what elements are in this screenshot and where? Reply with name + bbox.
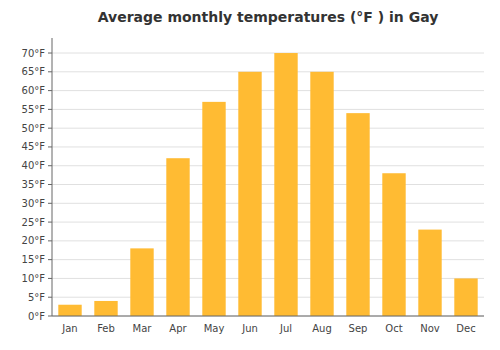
category-label: Sep — [349, 323, 368, 334]
category-label: May — [204, 323, 225, 334]
bar — [94, 301, 117, 316]
category-label: Oct — [385, 323, 402, 334]
tick-mark — [48, 53, 52, 54]
tick-mark — [48, 165, 52, 166]
grid-line — [52, 128, 484, 129]
category-label: Feb — [97, 323, 115, 334]
grid-line — [52, 90, 484, 91]
y-axis-line — [52, 38, 53, 316]
category-label: Dec — [456, 323, 475, 334]
grid-line — [52, 316, 484, 317]
grid-line — [52, 203, 484, 204]
bar — [346, 113, 369, 316]
tick-label: 45°F — [22, 141, 46, 152]
tick-label: 70°F — [22, 48, 46, 59]
bar — [58, 305, 81, 316]
category-label: Nov — [420, 323, 440, 334]
grid-line — [52, 165, 484, 166]
bar — [202, 102, 225, 316]
tick-label: 10°F — [22, 273, 46, 284]
bar — [310, 72, 333, 316]
tick-label: 15°F — [22, 254, 46, 265]
tick-label: 40°F — [22, 160, 46, 171]
category-label: Jan — [61, 323, 77, 334]
tick-label: 25°F — [22, 217, 46, 228]
tick-mark — [48, 222, 52, 223]
grid-line — [52, 146, 484, 147]
tick-mark — [48, 316, 52, 317]
grid-line — [52, 53, 484, 54]
x-axis-line — [52, 316, 484, 317]
tick-mark — [48, 259, 52, 260]
bar — [274, 53, 297, 316]
tick-label: 50°F — [22, 123, 46, 134]
tick-label: 5°F — [28, 292, 45, 303]
grid-line — [52, 109, 484, 110]
chart-holder: Average monthly temperatures (°F ) in Ga… — [0, 0, 500, 350]
grid-line — [52, 222, 484, 223]
bar — [166, 158, 189, 316]
bar — [238, 72, 261, 316]
grid-line — [52, 71, 484, 72]
category-label: Mar — [133, 323, 153, 334]
tick-mark — [48, 128, 52, 129]
tick-mark — [48, 240, 52, 241]
category-label: Aug — [312, 323, 332, 334]
tick-mark — [48, 90, 52, 91]
category-label: Jun — [241, 323, 258, 334]
tick-label: 65°F — [22, 66, 46, 77]
tick-mark — [48, 184, 52, 185]
bar — [130, 248, 153, 316]
grid-line — [52, 184, 484, 185]
chart: Average monthly temperatures (°F ) in Ga… — [0, 0, 500, 350]
bars — [58, 53, 477, 316]
tick-label: 55°F — [22, 104, 46, 115]
category-label: Jul — [279, 323, 292, 334]
x-axis: Jan Feb Mar Apr May Jun Jul Aug Sep Oct Nov Dec — [52, 316, 484, 334]
tick-mark — [48, 278, 52, 279]
tick-label: 35°F — [22, 179, 46, 190]
tick-mark — [48, 146, 52, 147]
tick-mark — [48, 297, 52, 298]
tick-mark — [48, 109, 52, 110]
tick-label: 20°F — [22, 235, 46, 246]
title: Average monthly temperatures (°F ) in Ga… — [98, 9, 439, 25]
category-label: Apr — [169, 323, 187, 334]
bar — [382, 173, 405, 316]
tick-label: 60°F — [22, 85, 46, 96]
grid — [52, 53, 484, 316]
tick-mark — [48, 203, 52, 204]
bar — [418, 230, 441, 316]
tick-mark — [48, 71, 52, 72]
tick-label: 0°F — [28, 311, 45, 322]
bar — [454, 278, 477, 316]
tick-label: 30°F — [22, 198, 46, 209]
y-axis: 0°F 5°F 10°F 15°F 20°F 25°F 30°F 35°F 40°F 45°F 50… — [22, 38, 52, 322]
